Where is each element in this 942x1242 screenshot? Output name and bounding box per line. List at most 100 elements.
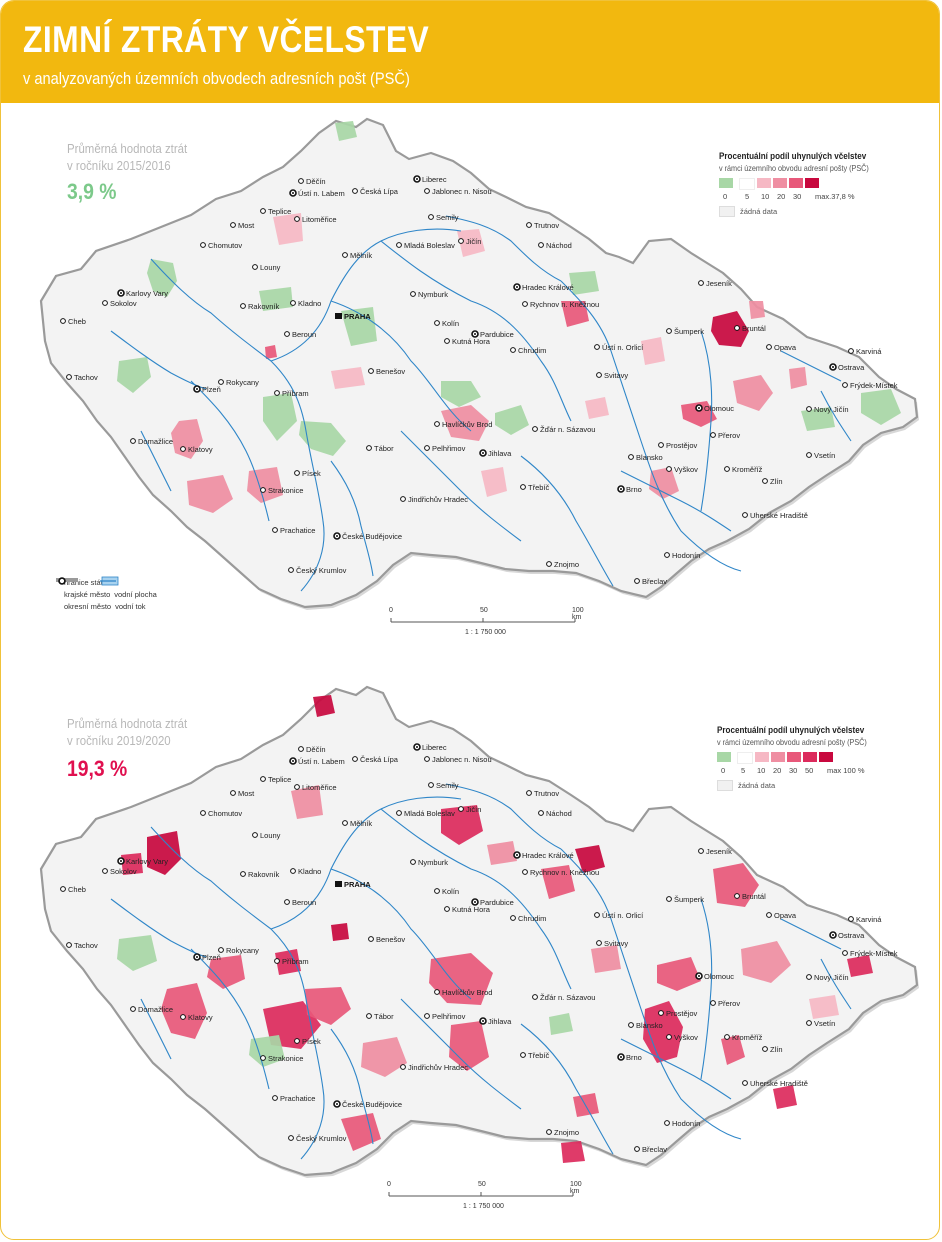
district-city-marker (424, 445, 430, 451)
district-city-marker (366, 1013, 372, 1019)
legend-subtitle: v rámci územního obvodu adresní pošty (P… (719, 163, 869, 173)
postal-district-b (121, 853, 143, 875)
avg-value: 19,3 % (67, 756, 128, 781)
city-label: Hradec Králové (522, 283, 574, 292)
district-city-marker (848, 348, 854, 354)
city-label: Jičín (466, 805, 481, 814)
city-label: Trutnov (534, 221, 559, 230)
river-8 (400, 430, 522, 542)
city-semily: Semily (428, 781, 459, 790)
postal-district-n (481, 467, 507, 497)
postal-district-v (569, 271, 599, 295)
district-city-marker (658, 442, 664, 448)
regional-city-dot (120, 292, 122, 294)
city-label: Opava (774, 343, 797, 352)
legend-tick: 0 (721, 766, 726, 775)
legend-district-row: okresní město vodní tok (56, 577, 157, 612)
city-kolin: Kolín (434, 319, 459, 328)
district-city-symbol (58, 577, 66, 585)
city-prerov: Přerov (710, 431, 740, 440)
avg-label: Průměrná hodnota ztrát v ročníku 2015/20… (67, 140, 187, 174)
city-label: Liberec (422, 743, 447, 752)
city-label: Blansko (636, 453, 663, 462)
city-nachod: Náchod (538, 241, 572, 250)
city-label: Vyškov (674, 465, 698, 474)
legend-nodata: žádná data (717, 780, 893, 791)
city-label: Ústí n. Labem (298, 189, 345, 198)
district-city-marker (634, 1146, 640, 1152)
river-6 (780, 918, 842, 950)
city-klatovy: Klatovy (180, 445, 213, 454)
legend-tick: 0 (723, 192, 728, 201)
district-city-marker (806, 406, 812, 412)
city-label: Nymburk (418, 858, 448, 867)
city-decin: Děčín (298, 745, 326, 754)
city-label: Nový Jičín (814, 405, 849, 414)
legend-regional-city: krajské město (64, 589, 111, 599)
city-label: Znojmo (554, 560, 579, 569)
district-city-marker (218, 947, 224, 953)
river-0 (150, 826, 325, 1160)
city-label: Bruntál (742, 892, 766, 901)
city-label: Brno (626, 485, 642, 494)
postal-district-e (341, 307, 377, 346)
district-city-marker (734, 325, 740, 331)
city-jablonec: Jablonec n. Nisou (424, 755, 492, 764)
city-litomerice: Litoměřice (294, 215, 337, 224)
city-rakovnik: Rakovník (240, 870, 280, 879)
postal-district-ab (801, 407, 835, 431)
city-beroun: Beroun (284, 330, 316, 339)
legend-tick: 10 (757, 766, 766, 775)
postal-district-aa (789, 367, 807, 389)
district-city-marker (294, 470, 300, 476)
legend-tick: max 100 % (827, 766, 865, 775)
city-kutna_hora: Kutná Hora (444, 905, 491, 914)
river-15 (330, 460, 374, 577)
city-label: Benešov (376, 367, 405, 376)
district-city-marker (664, 1120, 670, 1126)
city-znojmo: Znojmo (546, 1128, 579, 1137)
city-brno: Brno (617, 485, 642, 494)
scale-line (390, 618, 576, 623)
river-5 (700, 898, 713, 1080)
district-city-marker (458, 806, 464, 812)
city-karlovy_vary: Karlovy Vary (117, 857, 168, 866)
city-label: Pardubice (480, 898, 514, 907)
postal-district-y (573, 1093, 599, 1117)
scale-tick-0: 0 (387, 1181, 391, 1188)
city-label: Český Krumlov (296, 1134, 347, 1143)
map-panel-2015: Děčín Ústí n. Labem Česká Lípa Liberec Jablo… (1, 1, 939, 641)
legend-tick: 30 (793, 192, 802, 201)
district-city-marker (180, 1014, 186, 1020)
city-label: Přerov (718, 431, 740, 440)
city-label: Rakovník (248, 302, 280, 311)
city-usti_orlici: Ústí n. Orlicí (594, 911, 644, 920)
river-8 (400, 998, 522, 1110)
district-city-marker (230, 222, 236, 228)
district-city-marker (102, 868, 108, 874)
city-rokycany: Rokycany (218, 946, 259, 955)
city-praha: PRAHA (335, 312, 371, 321)
legend-title: Procentuální podíl uhynulých včelstev (719, 151, 867, 162)
city-jihlava: Jihlava (479, 1017, 512, 1026)
district-city-marker (352, 756, 358, 762)
city-pelhrimov: Pelhřimov (424, 444, 466, 453)
city-frydek: Frýdek-Místek (842, 381, 898, 390)
river-5 (700, 330, 713, 512)
city-label: Děčín (306, 177, 326, 186)
city-label: Rychnov n. Kněžnou (530, 868, 599, 877)
city-label: Prostějov (666, 441, 698, 450)
district-city-marker (294, 216, 300, 222)
district-city-marker (842, 382, 848, 388)
city-blansko: Blansko (628, 1021, 663, 1030)
city-melnik: Mělník (342, 819, 372, 828)
city-label: Ústí n. Labem (298, 757, 345, 766)
city-sumperk: Šumperk (666, 895, 704, 904)
city-nachod: Náchod (538, 809, 572, 818)
value-legend: Procentuální podíl uhynulých včelstev v … (719, 151, 895, 217)
city-label: Písek (302, 469, 321, 478)
avg-label: Průměrná hodnota ztrát v ročníku 2019/20… (67, 715, 187, 749)
district-city-marker (444, 906, 450, 912)
postal-district-t (331, 923, 349, 941)
city-sokolov: Sokolov (102, 299, 137, 308)
